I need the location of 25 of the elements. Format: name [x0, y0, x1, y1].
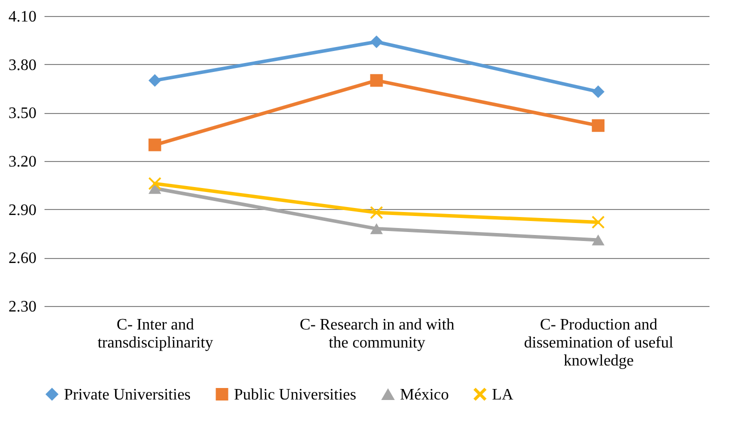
point	[370, 74, 383, 87]
legend-label: Private Universities	[64, 386, 191, 404]
y-tick-label: 3.80	[8, 56, 36, 74]
y-tick-label: 3.20	[8, 154, 36, 170]
y-tick-label: 2.30	[8, 298, 36, 316]
point	[370, 223, 383, 234]
point	[148, 74, 162, 87]
point	[592, 216, 604, 229]
legend-label: Public Universities	[234, 386, 356, 404]
y-tick-label: 4.10	[8, 8, 36, 26]
x-tick-label: C- Inter and transdisciplinarity	[98, 316, 214, 352]
point	[148, 138, 162, 152]
point	[592, 85, 604, 98]
y-tick-label: 2.60	[8, 250, 36, 268]
point	[370, 206, 383, 219]
point	[592, 119, 604, 132]
point	[148, 177, 162, 190]
point	[370, 35, 383, 48]
x-tick-label: C- Production and dissemination of useful knowledge	[524, 316, 674, 370]
y-tick-label: 2.90	[8, 202, 36, 219]
legend-label: LA	[492, 386, 514, 404]
x-tick-label: C- Research in and with the community	[300, 316, 454, 352]
y-tick-label: 3.50	[8, 105, 36, 122]
point	[592, 234, 604, 246]
legend-label: México	[400, 386, 449, 404]
